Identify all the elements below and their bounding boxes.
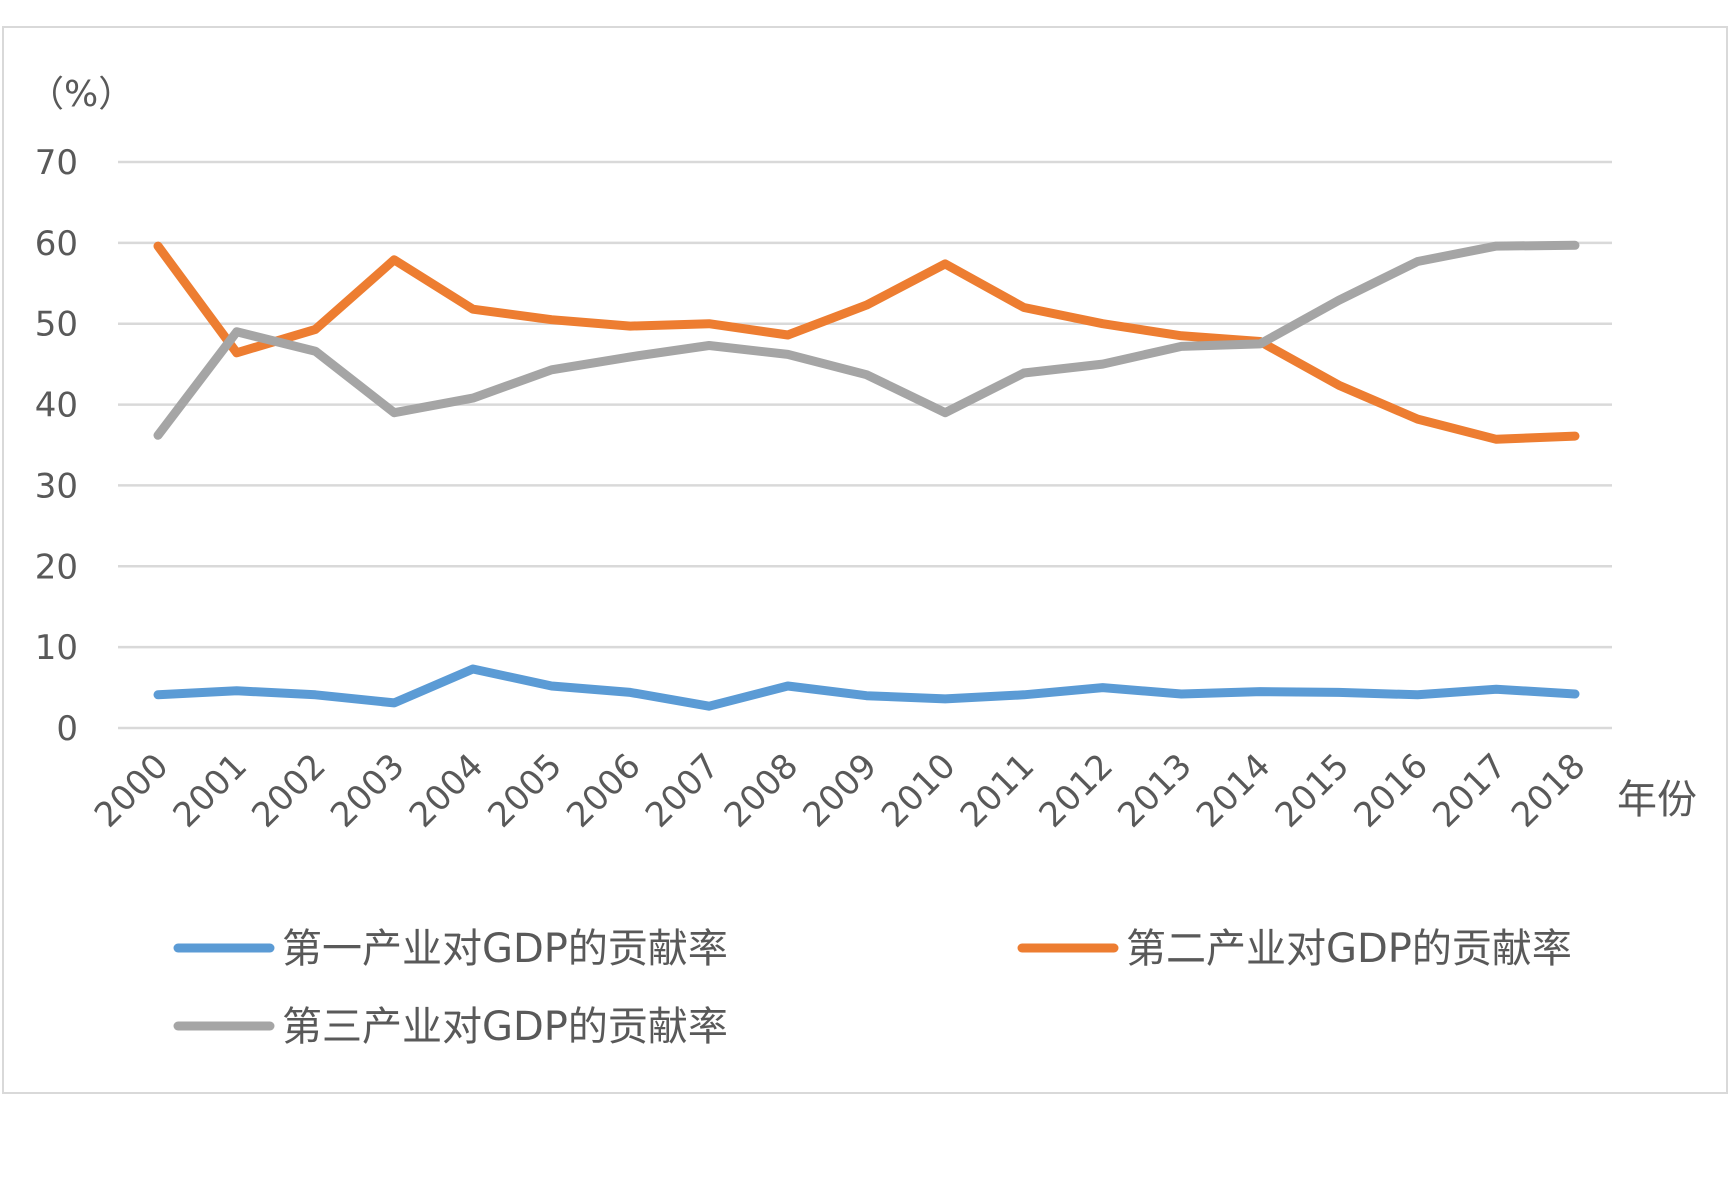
x-axis-title: 年份	[1617, 777, 1697, 823]
x-tick-label: 2004	[402, 746, 491, 835]
x-tick-label: 2013	[1110, 746, 1199, 835]
x-tick-label: 2010	[874, 746, 963, 835]
series-lines	[153, 240, 1580, 711]
x-axis-ticks: 2000200120022003200420052006200720082009…	[87, 746, 1593, 835]
x-tick-label: 2008	[717, 746, 806, 835]
x-tick-label: 2015	[1268, 746, 1357, 835]
x-tick-label: 2005	[481, 746, 570, 835]
series-line-2	[153, 241, 1580, 444]
y-axis-ticks: 70 60 50 40 30 20 10 0	[35, 143, 78, 749]
x-tick-label: 2007	[638, 746, 727, 835]
y-tick-label: 50	[35, 305, 78, 345]
x-tick-label: 2009	[795, 746, 884, 835]
x-tick-label: 2011	[953, 746, 1042, 835]
x-tick-label: 2016	[1346, 746, 1435, 835]
chart-frame	[2, 26, 1728, 1094]
x-tick-label: 2014	[1189, 746, 1278, 835]
y-tick-label: 60	[35, 224, 78, 264]
x-tick-label: 2006	[559, 746, 648, 835]
x-tick-label: 2012	[1032, 746, 1121, 835]
x-tick-label: 2017	[1425, 746, 1514, 835]
x-tick-label: 2003	[323, 746, 412, 835]
legend-label-2: 第二产业对GDP的贡献率	[1126, 926, 1572, 972]
series-line-3	[153, 240, 1580, 440]
y-axis-unit-label: （%）	[28, 74, 134, 115]
y-tick-label: 70	[35, 143, 78, 183]
x-tick-label: 2000	[87, 746, 176, 835]
legend-label-3: 第三产业对GDP的贡献率	[282, 1004, 728, 1050]
legend-label-1: 第一产业对GDP的贡献率	[282, 926, 728, 972]
x-tick-label: 2018	[1504, 746, 1593, 835]
y-tick-label: 10	[35, 628, 78, 668]
y-tick-label: 30	[35, 466, 78, 506]
y-tick-label: 40	[35, 386, 78, 426]
x-tick-label: 2002	[244, 746, 333, 835]
gridlines	[118, 160, 1612, 730]
x-tick-label: 2001	[166, 746, 255, 835]
series-line-1	[153, 664, 1580, 711]
y-tick-label: 20	[35, 547, 78, 587]
y-tick-label: 0	[56, 709, 78, 749]
